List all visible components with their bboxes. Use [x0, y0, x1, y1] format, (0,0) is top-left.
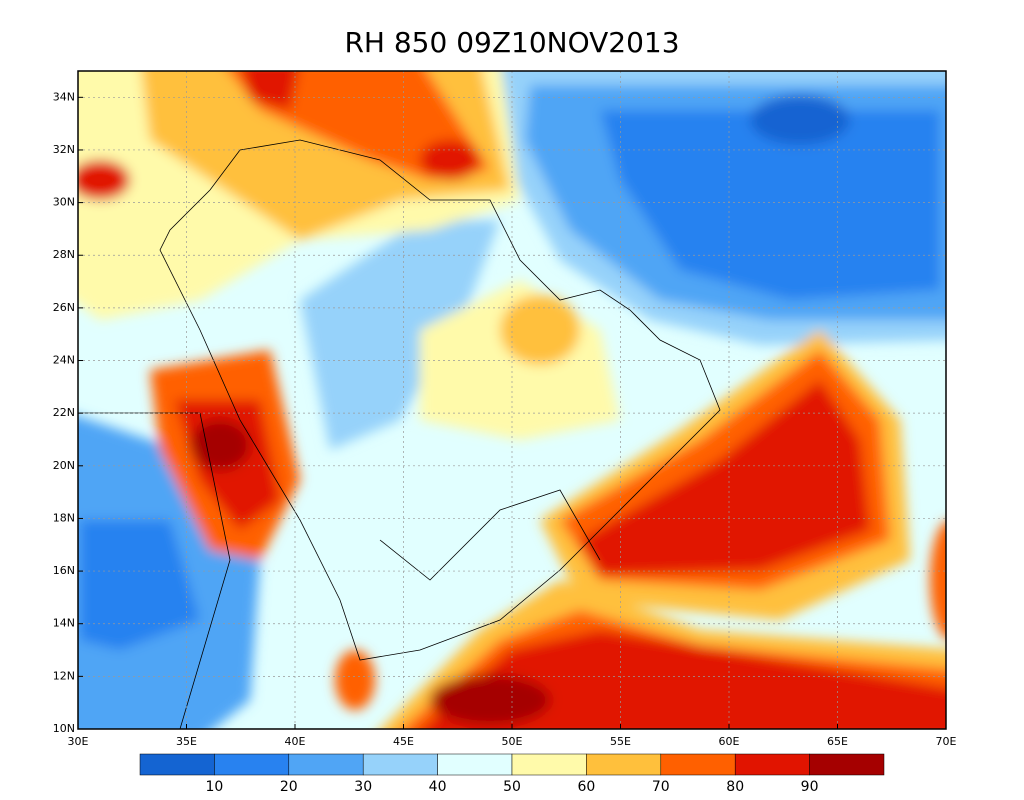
colorbar-label: 60 [577, 779, 595, 795]
y-tick-label: 20N [53, 459, 75, 472]
colorbar-box [660, 753, 736, 776]
y-tick-label: 30N [53, 196, 75, 209]
colorbar-box [511, 753, 587, 776]
colorbar-box [288, 753, 364, 776]
y-tick-label: 14N [53, 617, 75, 630]
y-tick-label: 34N [53, 90, 75, 103]
y-tick-label: 28N [53, 248, 75, 261]
colorbar-label: 20 [280, 779, 298, 795]
coastline [159, 139, 721, 661]
x-tick-label: 35E [176, 735, 197, 748]
y-tick-label: 32N [53, 143, 75, 156]
y-tick-label: 24N [53, 354, 75, 367]
x-tick-label: 60E [719, 735, 740, 748]
y-tick-label: 16N [53, 564, 75, 577]
map-title: RH 850 09Z10NOV2013 [344, 26, 679, 59]
colorbar-box [734, 753, 810, 776]
x-tick-label: 40E [285, 735, 306, 748]
colorbar-box [214, 753, 290, 776]
y-tick-label: 26N [53, 301, 75, 314]
x-tick-label: 50E [502, 735, 523, 748]
x-tick-label: 65E [827, 735, 848, 748]
colorbar-box [362, 753, 438, 776]
colorbar-label: 50 [503, 779, 521, 795]
colorbar-label: 80 [726, 779, 744, 795]
colorbar-label: 90 [801, 779, 819, 795]
colorbar-box [586, 753, 662, 776]
x-tick-label: 55E [610, 735, 631, 748]
colorbar-box [809, 753, 885, 776]
colorbar-box [139, 753, 215, 776]
colorbar-label: 10 [205, 779, 223, 795]
x-tick-label: 45E [393, 735, 414, 748]
y-tick-label: 10N [53, 722, 75, 735]
colorbar-box [437, 753, 513, 776]
colorbar-label: 40 [429, 779, 447, 795]
x-tick-label: 70E [936, 735, 957, 748]
x-tick-label: 30E [68, 735, 89, 748]
colorbar-label: 30 [354, 779, 372, 795]
y-tick-label: 22N [53, 406, 75, 419]
y-tick-label: 18N [53, 511, 75, 524]
rh-field [78, 71, 946, 729]
y-tick-label: 12N [53, 669, 75, 682]
colorbar-label: 70 [652, 779, 670, 795]
